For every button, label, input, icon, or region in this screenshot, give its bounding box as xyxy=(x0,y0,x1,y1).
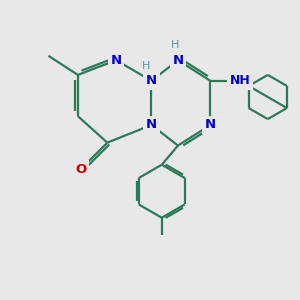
Text: N: N xyxy=(172,54,184,67)
Text: N: N xyxy=(146,74,157,87)
Text: NH: NH xyxy=(230,74,250,87)
Text: H: H xyxy=(141,61,150,71)
Text: N: N xyxy=(146,118,157,131)
Text: H: H xyxy=(171,40,179,50)
Text: N: N xyxy=(111,54,122,67)
Text: N: N xyxy=(205,118,216,131)
Text: O: O xyxy=(75,163,86,176)
